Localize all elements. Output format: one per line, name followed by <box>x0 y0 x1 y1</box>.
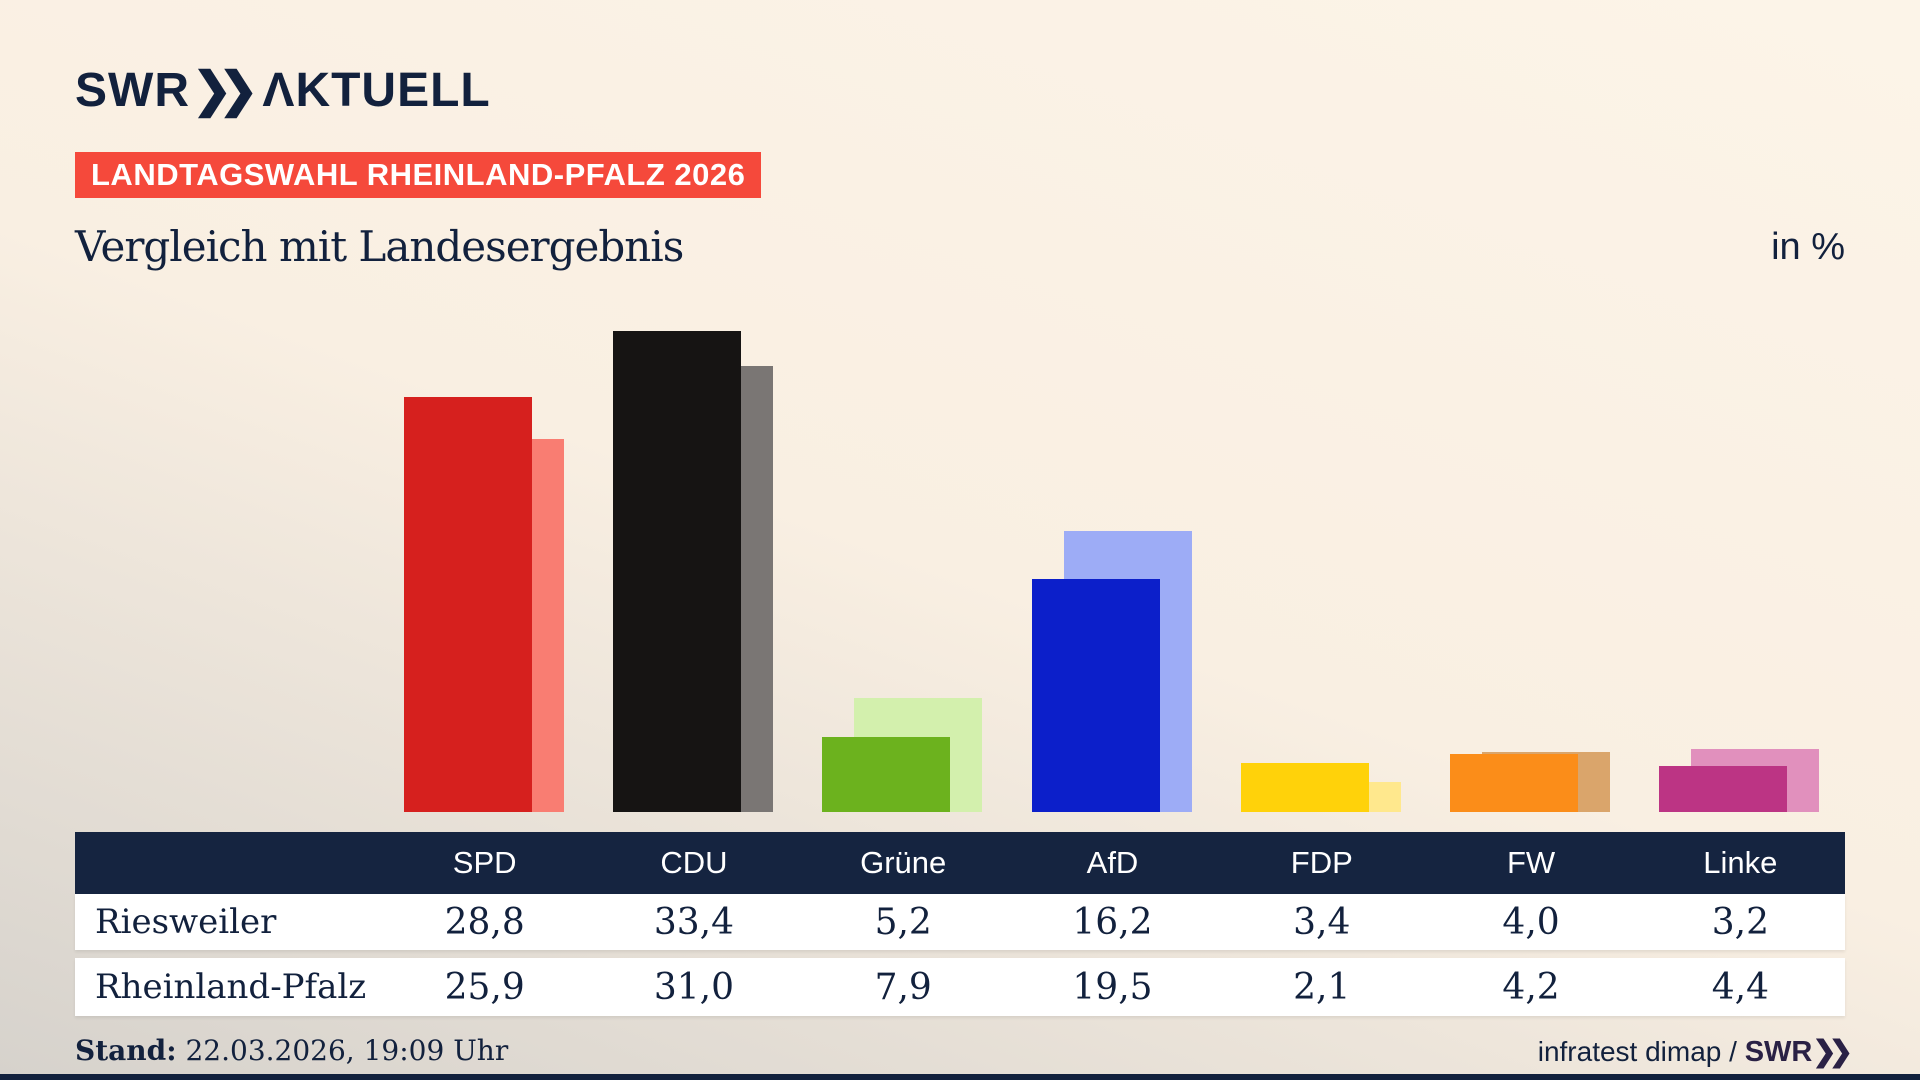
unit-label: in % <box>1771 226 1845 268</box>
riesweiler-fw-value: 4,0 <box>1502 901 1560 943</box>
source-swr-logo: SWR❯❯ <box>1744 1036 1853 1068</box>
source-swr-text: SWR <box>1744 1036 1813 1068</box>
bar-riesweiler-spd <box>403 397 532 812</box>
logo-product-text: ΛKTUELL <box>262 64 491 117</box>
rlp-cdu-value: 31,0 <box>653 966 734 1008</box>
rlp-fw-value: 4,2 <box>1502 966 1560 1008</box>
table-header-linke: Linke <box>1703 845 1778 880</box>
swr-aktuell-logo: SWR❯❯ ΛKTUELL <box>75 62 491 118</box>
table-header-gruene: Grüne <box>860 845 947 880</box>
source-attribution: infratest dimap / SWR❯❯ <box>1537 1034 1853 1069</box>
rlp-fdp-value: 2,1 <box>1293 966 1351 1008</box>
logo-swr-text: SWR <box>75 64 190 117</box>
table-header-spd: SPD <box>452 845 517 880</box>
bar-riesweiler-gr-ne <box>822 737 951 812</box>
table-row-riesweiler: Riesweiler 28,8 33,4 5,2 16,2 3,4 4,0 3,… <box>75 894 1845 950</box>
table-row-rheinland-pfalz: Rheinland-Pfalz 25,9 31,0 7,9 19,5 2,1 4… <box>75 958 1845 1016</box>
table-header-fw: FW <box>1506 845 1556 880</box>
row-label-riesweiler: Riesweiler <box>95 902 277 942</box>
bar-riesweiler-cdu <box>612 331 741 812</box>
bottom-navy-strip <box>0 1074 1920 1080</box>
source-text: infratest dimap / <box>1537 1036 1745 1067</box>
bar-riesweiler-fdp <box>1240 763 1369 812</box>
row-label-rheinland-pfalz: Rheinland-Pfalz <box>95 967 367 1007</box>
table-header-afd: AfD <box>1086 845 1139 880</box>
table-header-row: SPD CDU Grüne AfD FDP FW Linke <box>75 832 1845 894</box>
source-double-chevron-icon: ❯❯ <box>1812 1036 1853 1068</box>
riesweiler-afd-value: 16,2 <box>1072 901 1153 943</box>
bar-riesweiler-linke <box>1659 766 1788 812</box>
timestamp-line: Stand: 22.03.2026, 19:09 Uhr <box>75 1034 508 1067</box>
rlp-gruene-value: 7,9 <box>874 966 932 1008</box>
bar-riesweiler-afd <box>1031 579 1160 812</box>
bar-chart <box>403 331 1820 812</box>
table-header-fdp: FDP <box>1290 845 1353 880</box>
stand-label: Stand: <box>75 1034 177 1067</box>
rlp-linke-value: 4,4 <box>1711 966 1769 1008</box>
stand-value: 22.03.2026, 19:09 Uhr <box>176 1034 509 1067</box>
election-badge: LANDTAGSWAHL RHEINLAND-PFALZ 2026 <box>75 152 762 198</box>
riesweiler-linke-value: 3,2 <box>1711 901 1769 943</box>
riesweiler-fdp-value: 3,4 <box>1293 901 1351 943</box>
riesweiler-spd-value: 28,8 <box>444 901 525 943</box>
rlp-spd-value: 25,9 <box>444 966 525 1008</box>
riesweiler-cdu-value: 33,4 <box>653 901 734 943</box>
rlp-afd-value: 19,5 <box>1072 966 1153 1008</box>
riesweiler-gruene-value: 5,2 <box>874 901 932 943</box>
chart-title: Vergleich mit Landesergebnis <box>75 222 684 271</box>
table-header-cdu: CDU <box>660 845 728 880</box>
bar-riesweiler-fw <box>1450 754 1579 812</box>
